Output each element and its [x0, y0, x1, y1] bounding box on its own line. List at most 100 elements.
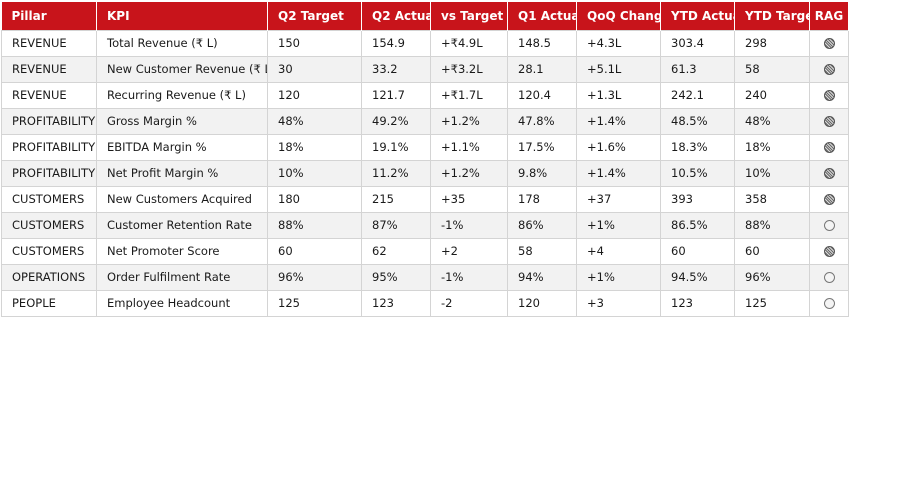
table-row[interactable]: REVENUE Total Revenue (₹ L) 150 154.9 +₹4.9L… — [1, 29, 849, 57]
ytd-actual-cell[interactable]: 94.5% — [660, 263, 735, 291]
rag-cell[interactable] — [809, 211, 849, 239]
ytd-actual-cell[interactable]: 123 — [660, 289, 735, 317]
table-row[interactable]: PROFITABILITY Net Profit Margin % 10% 11.2%… — [1, 159, 849, 187]
ytd-target-cell[interactable]: 88% — [734, 211, 810, 239]
table-row[interactable]: CUSTOMERS New Customers Acquired 180 215 +35… — [1, 185, 849, 213]
pillar-cell[interactable]: PEOPLE — [1, 289, 97, 317]
ytd-actual-cell[interactable]: 18.3% — [660, 133, 735, 161]
ytd-target-cell[interactable]: 10% — [734, 159, 810, 187]
ytd-target-cell[interactable]: 358 — [734, 185, 810, 213]
rag-cell[interactable] — [809, 107, 849, 135]
kpi-cell[interactable]: Customer Retention Rate — [96, 211, 268, 239]
ytd-actual-cell[interactable]: 61.3 — [660, 55, 735, 83]
ytd-target-cell[interactable]: 125 — [734, 289, 810, 317]
pillar-cell[interactable]: REVENUE — [1, 81, 97, 109]
pillar-cell[interactable]: PROFITABILITY — [1, 159, 97, 187]
qoq-change-cell[interactable]: +37 — [576, 185, 661, 213]
rag-cell[interactable] — [809, 159, 849, 187]
q1-actual-cell[interactable]: 120.4 — [507, 81, 577, 109]
rag-cell[interactable] — [809, 237, 849, 265]
pillar-cell[interactable]: PROFITABILITY — [1, 107, 97, 135]
vs-target-cell[interactable]: +₹4.9L — [430, 29, 508, 57]
qoq-change-cell[interactable]: +3 — [576, 289, 661, 317]
column-header-qoq-change[interactable]: QoQ Change — [576, 2, 661, 30]
q1-actual-cell[interactable]: 58 — [507, 237, 577, 265]
kpi-cell[interactable]: Order Fulfilment Rate — [96, 263, 268, 291]
ytd-target-cell[interactable]: 58 — [734, 55, 810, 83]
qoq-change-cell[interactable]: +1.4% — [576, 159, 661, 187]
ytd-target-cell[interactable]: 96% — [734, 263, 810, 291]
table-row[interactable]: PROFITABILITY Gross Margin % 48% 49.2% +1.2%… — [1, 107, 849, 135]
q2-actual-cell[interactable]: 33.2 — [361, 55, 431, 83]
ytd-actual-cell[interactable]: 303.4 — [660, 29, 735, 57]
qoq-change-cell[interactable]: +1.4% — [576, 107, 661, 135]
kpi-cell[interactable]: Gross Margin % — [96, 107, 268, 135]
pillar-cell[interactable]: CUSTOMERS — [1, 185, 97, 213]
pillar-cell[interactable]: PROFITABILITY — [1, 133, 97, 161]
rag-cell[interactable] — [809, 263, 849, 291]
q2-target-cell[interactable]: 48% — [267, 107, 362, 135]
column-header-ytd-actual[interactable]: YTD Actual — [660, 2, 735, 30]
ytd-actual-cell[interactable]: 60 — [660, 237, 735, 265]
ytd-actual-cell[interactable]: 242.1 — [660, 81, 735, 109]
q1-actual-cell[interactable]: 9.8% — [507, 159, 577, 187]
vs-target-cell[interactable]: -1% — [430, 263, 508, 291]
ytd-target-cell[interactable]: 60 — [734, 237, 810, 265]
kpi-cell[interactable]: New Customers Acquired — [96, 185, 268, 213]
q2-actual-cell[interactable]: 11.2% — [361, 159, 431, 187]
column-header-q2-actual[interactable]: Q2 Actual — [361, 2, 431, 30]
q2-target-cell[interactable]: 10% — [267, 159, 362, 187]
vs-target-cell[interactable]: +₹3.2L — [430, 55, 508, 83]
q1-actual-cell[interactable]: 86% — [507, 211, 577, 239]
rag-cell[interactable] — [809, 55, 849, 83]
rag-cell[interactable] — [809, 289, 849, 317]
table-row[interactable]: CUSTOMERS Net Promoter Score 60 62 +2 58 +4 60 6… — [1, 237, 849, 265]
q2-actual-cell[interactable]: 215 — [361, 185, 431, 213]
column-header-ytd-target[interactable]: YTD Target — [734, 2, 810, 30]
q1-actual-cell[interactable]: 94% — [507, 263, 577, 291]
table-row[interactable]: OPERATIONS Order Fulfilment Rate 96% 95% -1%… — [1, 263, 849, 291]
q1-actual-cell[interactable]: 120 — [507, 289, 577, 317]
column-header-pillar[interactable]: Pillar — [1, 2, 97, 30]
table-row[interactable]: PROFITABILITY EBITDA Margin % 18% 19.1% +1.1… — [1, 133, 849, 161]
q2-actual-cell[interactable]: 123 — [361, 289, 431, 317]
qoq-change-cell[interactable]: +1% — [576, 263, 661, 291]
rag-cell[interactable] — [809, 29, 849, 57]
qoq-change-cell[interactable]: +1% — [576, 211, 661, 239]
qoq-change-cell[interactable]: +1.3L — [576, 81, 661, 109]
table-row[interactable]: PEOPLE Employee Headcount 125 123 -2 120 +3 123… — [1, 289, 849, 317]
ytd-actual-cell[interactable]: 10.5% — [660, 159, 735, 187]
vs-target-cell[interactable]: +₹1.7L — [430, 81, 508, 109]
kpi-cell[interactable]: Net Profit Margin % — [96, 159, 268, 187]
q2-target-cell[interactable]: 18% — [267, 133, 362, 161]
pillar-cell[interactable]: REVENUE — [1, 55, 97, 83]
ytd-target-cell[interactable]: 298 — [734, 29, 810, 57]
q2-actual-cell[interactable]: 154.9 — [361, 29, 431, 57]
vs-target-cell[interactable]: -2 — [430, 289, 508, 317]
table-row[interactable]: CUSTOMERS Customer Retention Rate 88% 87% -1… — [1, 211, 849, 239]
vs-target-cell[interactable]: +1.1% — [430, 133, 508, 161]
q1-actual-cell[interactable]: 178 — [507, 185, 577, 213]
kpi-cell[interactable]: Employee Headcount — [96, 289, 268, 317]
column-header-rag[interactable]: RAG — [809, 2, 849, 30]
pillar-cell[interactable]: CUSTOMERS — [1, 211, 97, 239]
q1-actual-cell[interactable]: 28.1 — [507, 55, 577, 83]
ytd-actual-cell[interactable]: 86.5% — [660, 211, 735, 239]
q2-target-cell[interactable]: 30 — [267, 55, 362, 83]
ytd-target-cell[interactable]: 240 — [734, 81, 810, 109]
rag-cell[interactable] — [809, 185, 849, 213]
pillar-cell[interactable]: CUSTOMERS — [1, 237, 97, 265]
q2-actual-cell[interactable]: 95% — [361, 263, 431, 291]
q1-actual-cell[interactable]: 148.5 — [507, 29, 577, 57]
q1-actual-cell[interactable]: 17.5% — [507, 133, 577, 161]
qoq-change-cell[interactable]: +4.3L — [576, 29, 661, 57]
rag-cell[interactable] — [809, 133, 849, 161]
vs-target-cell[interactable]: -1% — [430, 211, 508, 239]
q2-actual-cell[interactable]: 87% — [361, 211, 431, 239]
qoq-change-cell[interactable]: +4 — [576, 237, 661, 265]
pillar-cell[interactable]: OPERATIONS — [1, 263, 97, 291]
q1-actual-cell[interactable]: 47.8% — [507, 107, 577, 135]
q2-target-cell[interactable]: 96% — [267, 263, 362, 291]
rag-cell[interactable] — [809, 81, 849, 109]
kpi-cell[interactable]: New Customer Revenue (₹ L) — [96, 55, 268, 83]
